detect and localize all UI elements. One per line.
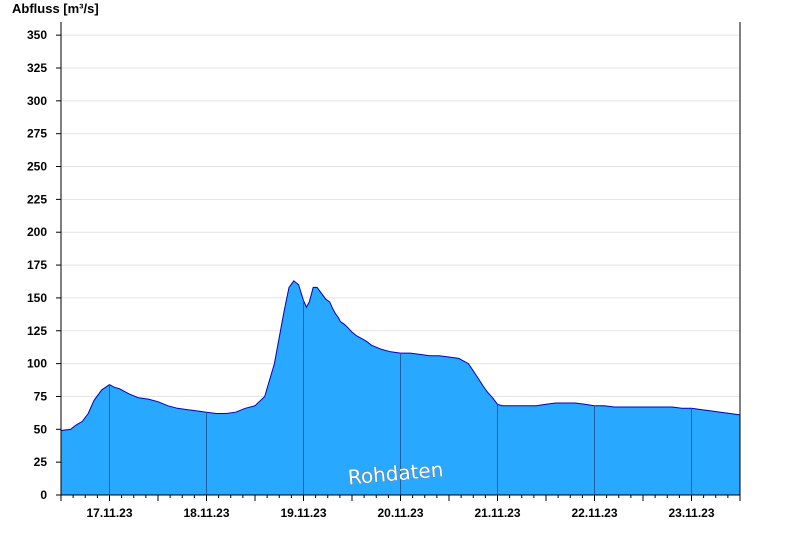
y-ticks: 0 25 50 75 100 125 150 175 200 225 250 275 300 325 350 [27,28,61,502]
y-tick-label: 300 [27,94,47,108]
x-tick-label: 20.11.23 [377,506,423,520]
y-tick-label: 150 [27,291,47,305]
x-tick-label: 23.11.23 [668,506,714,520]
y-axis-label: Abfluss [m³/s] [12,1,99,16]
y-tick-label: 125 [27,324,47,338]
x-tick-label: 19.11.23 [280,506,326,520]
y-tick-label: 0 [40,488,47,502]
y-tick-label: 275 [27,127,47,141]
day-separators [109,300,692,495]
x-tick-label: 17.11.23 [86,506,132,520]
y-tick-label: 250 [27,160,47,174]
discharge-line [60,280,741,432]
y-tick-label: 75 [34,389,48,403]
y-tick-label: 325 [27,61,47,75]
y-tick-label: 25 [34,455,48,469]
x-tick-label: 21.11.23 [474,506,520,520]
x-tick-label: 18.11.23 [183,506,229,520]
y-tick-label: 225 [27,192,47,206]
x-tick-label: 22.11.23 [571,506,617,520]
y-tick-label: 100 [27,357,47,371]
y-tick-label: 200 [27,225,47,239]
y-tick-label: 175 [27,258,47,272]
x-ticks: 17.11.23 18.11.23 19.11.23 20.11.23 21.11.23… [60,495,741,520]
y-tick-label: 50 [34,422,48,436]
y-tick-label: 350 [27,28,47,42]
